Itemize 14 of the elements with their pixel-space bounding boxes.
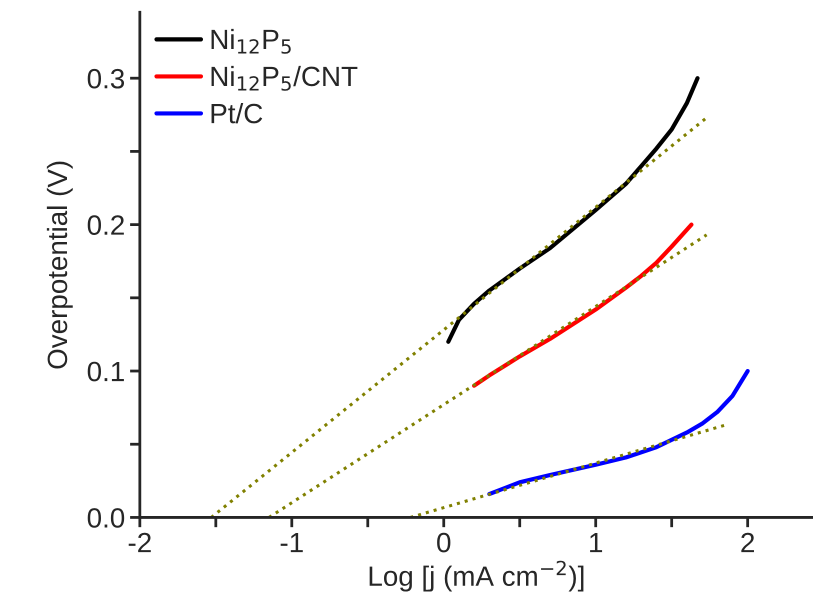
x-axis-title: Log [j (mA cm$^{−2}$)] bbox=[370, 560, 584, 592]
x-tick-label: 0 bbox=[437, 532, 450, 552]
text: 0.0 bbox=[88, 508, 124, 528]
x-tick-label: 2 bbox=[741, 532, 754, 552]
legend-label: Ni$_{12}$P$_{5}$/CNT bbox=[212, 66, 358, 91]
y-tick-label: 0.2 bbox=[88, 215, 124, 235]
x-tick-label: -1 bbox=[280, 533, 303, 552]
y-tick-label: 0.3 bbox=[88, 68, 124, 89]
y-axis-title: Overpotential (V) bbox=[46, 162, 73, 369]
legend-label: Pt/C bbox=[212, 102, 262, 124]
x-tick-label: -2 bbox=[128, 532, 151, 552]
y-tick-label: 0.1 bbox=[88, 362, 124, 382]
legend-label: Ni$_{12}$P$_{5}$ bbox=[212, 28, 291, 54]
x-tick-label: 1 bbox=[590, 533, 602, 552]
